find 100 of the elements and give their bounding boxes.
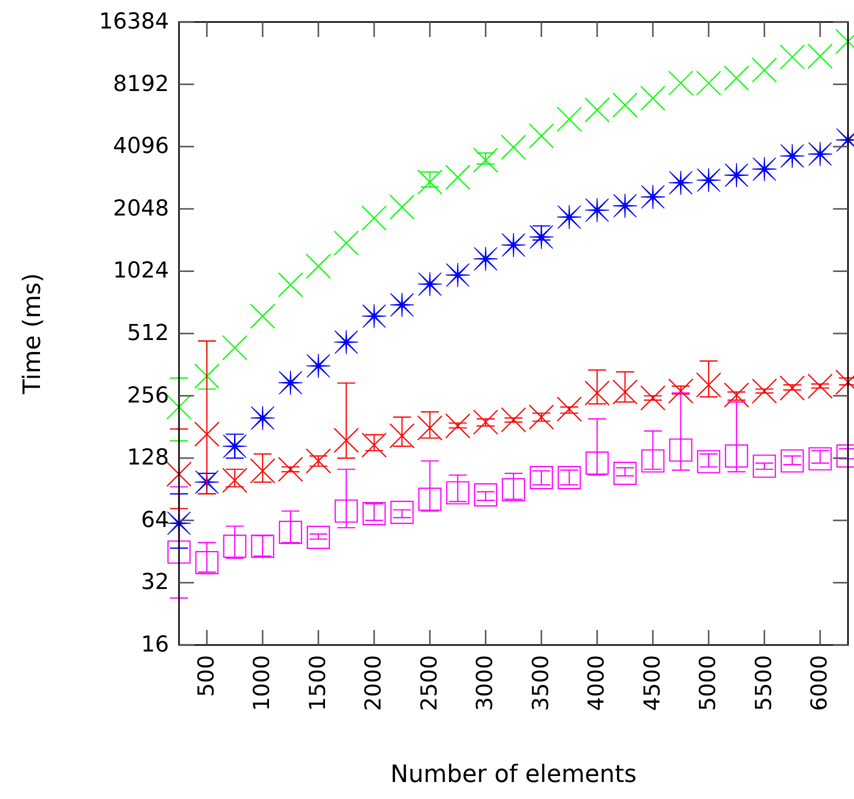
point [222, 335, 248, 360]
x-tick-label: 1000 [250, 655, 276, 711]
point [250, 458, 276, 484]
point [166, 462, 192, 487]
point [306, 448, 331, 474]
point [584, 198, 610, 223]
point [500, 134, 526, 160]
x-tick-label: 5500 [752, 655, 777, 711]
point [612, 92, 638, 118]
y-tick-label: 64 [141, 508, 169, 533]
point [612, 379, 638, 405]
point [278, 370, 303, 396]
point [334, 499, 358, 523]
x-tick-label: 3500 [528, 655, 554, 711]
point [808, 142, 833, 166]
x-tick-label: 3000 [473, 655, 498, 711]
point [334, 330, 359, 355]
y-tick-label: 1024 [113, 258, 169, 284]
point [306, 526, 330, 549]
x-axis-title: Number of elements [390, 760, 637, 788]
point [194, 422, 220, 447]
point [641, 449, 664, 473]
point [278, 520, 302, 544]
point [697, 450, 720, 474]
point [306, 254, 331, 279]
point [808, 374, 833, 399]
point [195, 551, 218, 574]
point [389, 423, 415, 448]
point [528, 123, 554, 149]
point [752, 57, 777, 83]
point [446, 481, 470, 504]
x-tick-label: 2000 [362, 655, 387, 711]
point [390, 292, 414, 318]
y-tick-label: 128 [127, 446, 169, 471]
point [808, 447, 832, 470]
point [669, 438, 692, 462]
point [640, 385, 666, 411]
point [724, 444, 748, 468]
y-tick-label: 256 [127, 383, 169, 408]
y-tick-label: 2048 [113, 196, 169, 222]
y-tick-label: 4096 [113, 134, 169, 160]
point [556, 204, 582, 230]
y-axis-title: Time (ms) [18, 273, 46, 395]
x-tick-label: 500 [194, 655, 220, 697]
point [780, 375, 805, 401]
point [445, 262, 470, 288]
point [584, 380, 610, 406]
point [473, 148, 498, 173]
point [668, 378, 694, 404]
y-tick-label: 8192 [113, 72, 169, 97]
point [334, 230, 359, 256]
point [808, 44, 833, 69]
y-tick-label: 32 [141, 570, 169, 596]
point [474, 483, 498, 506]
point [528, 404, 554, 430]
point [752, 454, 776, 478]
x-tick-label: 6000 [808, 655, 833, 711]
point [558, 466, 581, 490]
point [222, 468, 248, 493]
point [668, 70, 694, 96]
point [445, 413, 470, 439]
y-tick-label: 16384 [99, 10, 169, 34]
x-tick-label: 4500 [640, 655, 666, 711]
x-tick-label: 1500 [306, 655, 331, 711]
point [445, 164, 470, 190]
point [417, 272, 442, 297]
point [167, 540, 191, 564]
point [640, 184, 666, 210]
point [278, 456, 304, 482]
point [530, 466, 553, 490]
point [584, 97, 610, 123]
point [362, 304, 387, 329]
point [780, 449, 804, 473]
point [586, 452, 609, 475]
point [389, 194, 415, 220]
point [528, 224, 554, 250]
point [473, 246, 498, 272]
point [418, 488, 442, 511]
point [696, 70, 722, 96]
y-tick-label: 512 [127, 321, 169, 346]
point [500, 407, 526, 432]
point [724, 382, 750, 408]
point [502, 478, 526, 502]
x-tick-label: 4000 [584, 655, 610, 711]
point [362, 432, 387, 458]
point [390, 500, 414, 524]
point [278, 272, 304, 298]
point [223, 534, 246, 558]
point [501, 232, 526, 258]
point [250, 304, 276, 329]
point [362, 205, 387, 231]
point [473, 410, 498, 435]
point [417, 415, 442, 441]
point [612, 193, 638, 218]
point [780, 144, 805, 168]
point [417, 169, 442, 195]
point [640, 86, 666, 111]
point [668, 170, 694, 196]
x-tick-label: 2500 [417, 655, 442, 711]
point [724, 162, 749, 188]
